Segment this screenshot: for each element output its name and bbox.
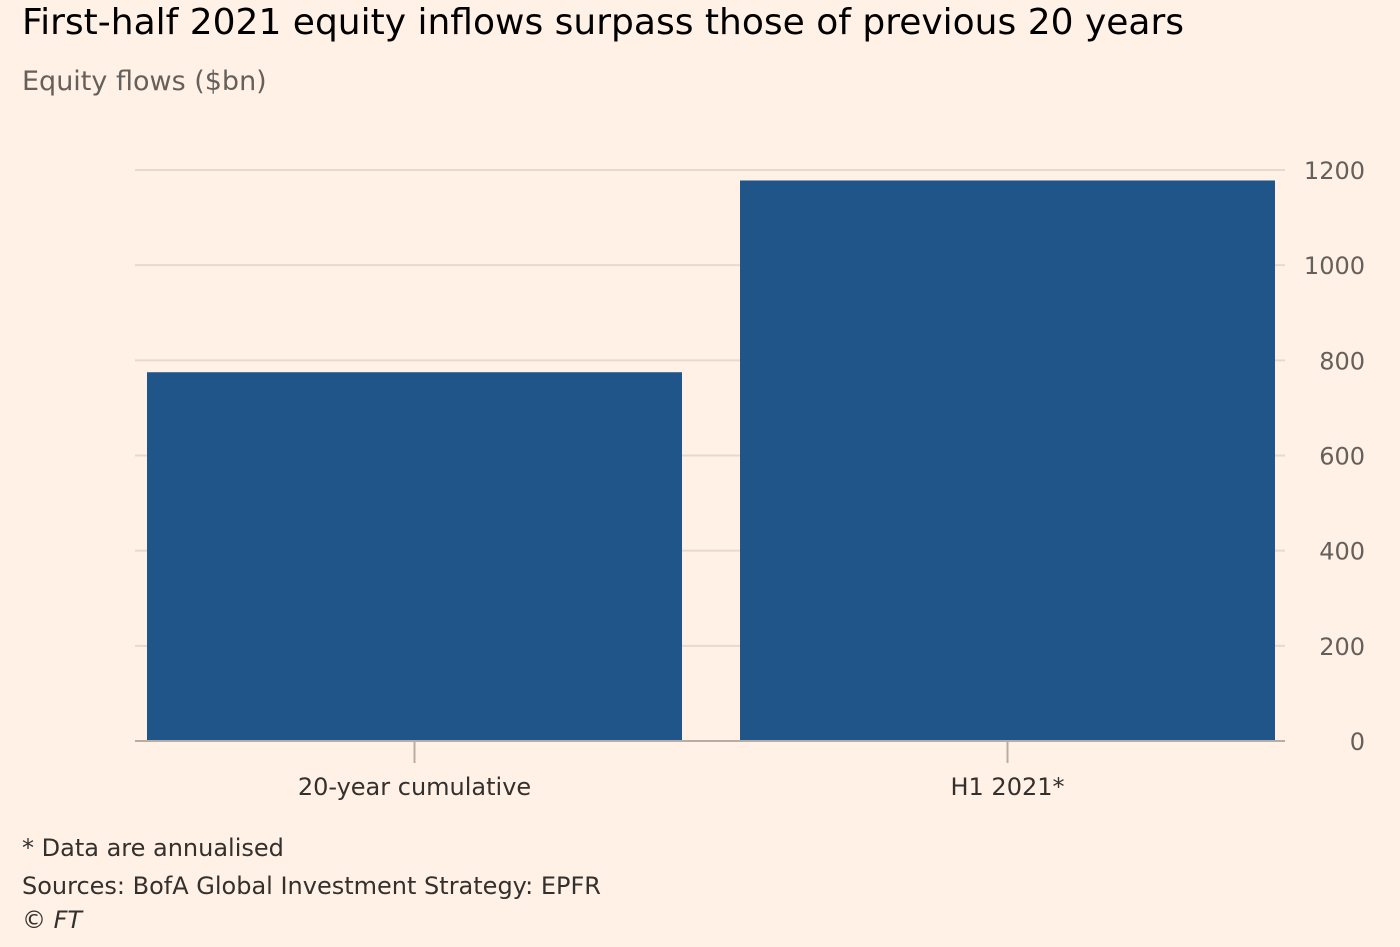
sources-note: Sources: BofA Global Investment Strategy… [22,872,601,900]
y-tick-label: 400 [1319,538,1365,566]
y-axis-tick-labels: 0 200 400 600 800 1000 1200 [1304,157,1365,756]
y-tick-label: 1000 [1304,252,1365,280]
bars [147,180,1275,742]
y-tick-label: 600 [1319,443,1365,471]
x-category-label: H1 2021* [950,773,1064,801]
chart-subtitle: Equity flows ($bn) [22,66,267,97]
copyright-note: © FT [22,906,83,934]
y-tick-label: 1200 [1304,157,1365,185]
y-tick-label: 0 [1350,728,1365,756]
chart-title: First-half 2021 equity inflows surpass t… [22,2,1185,43]
x-axis-category-labels: 20-year cumulative H1 2021* [298,773,1065,801]
y-tick-label: 800 [1319,347,1365,375]
footnote: * Data are annualised [22,834,284,862]
bar [147,372,682,741]
y-tick-label: 200 [1319,633,1365,661]
x-category-label: 20-year cumulative [298,773,531,801]
bar [740,180,1275,742]
x-axis [135,740,1285,763]
